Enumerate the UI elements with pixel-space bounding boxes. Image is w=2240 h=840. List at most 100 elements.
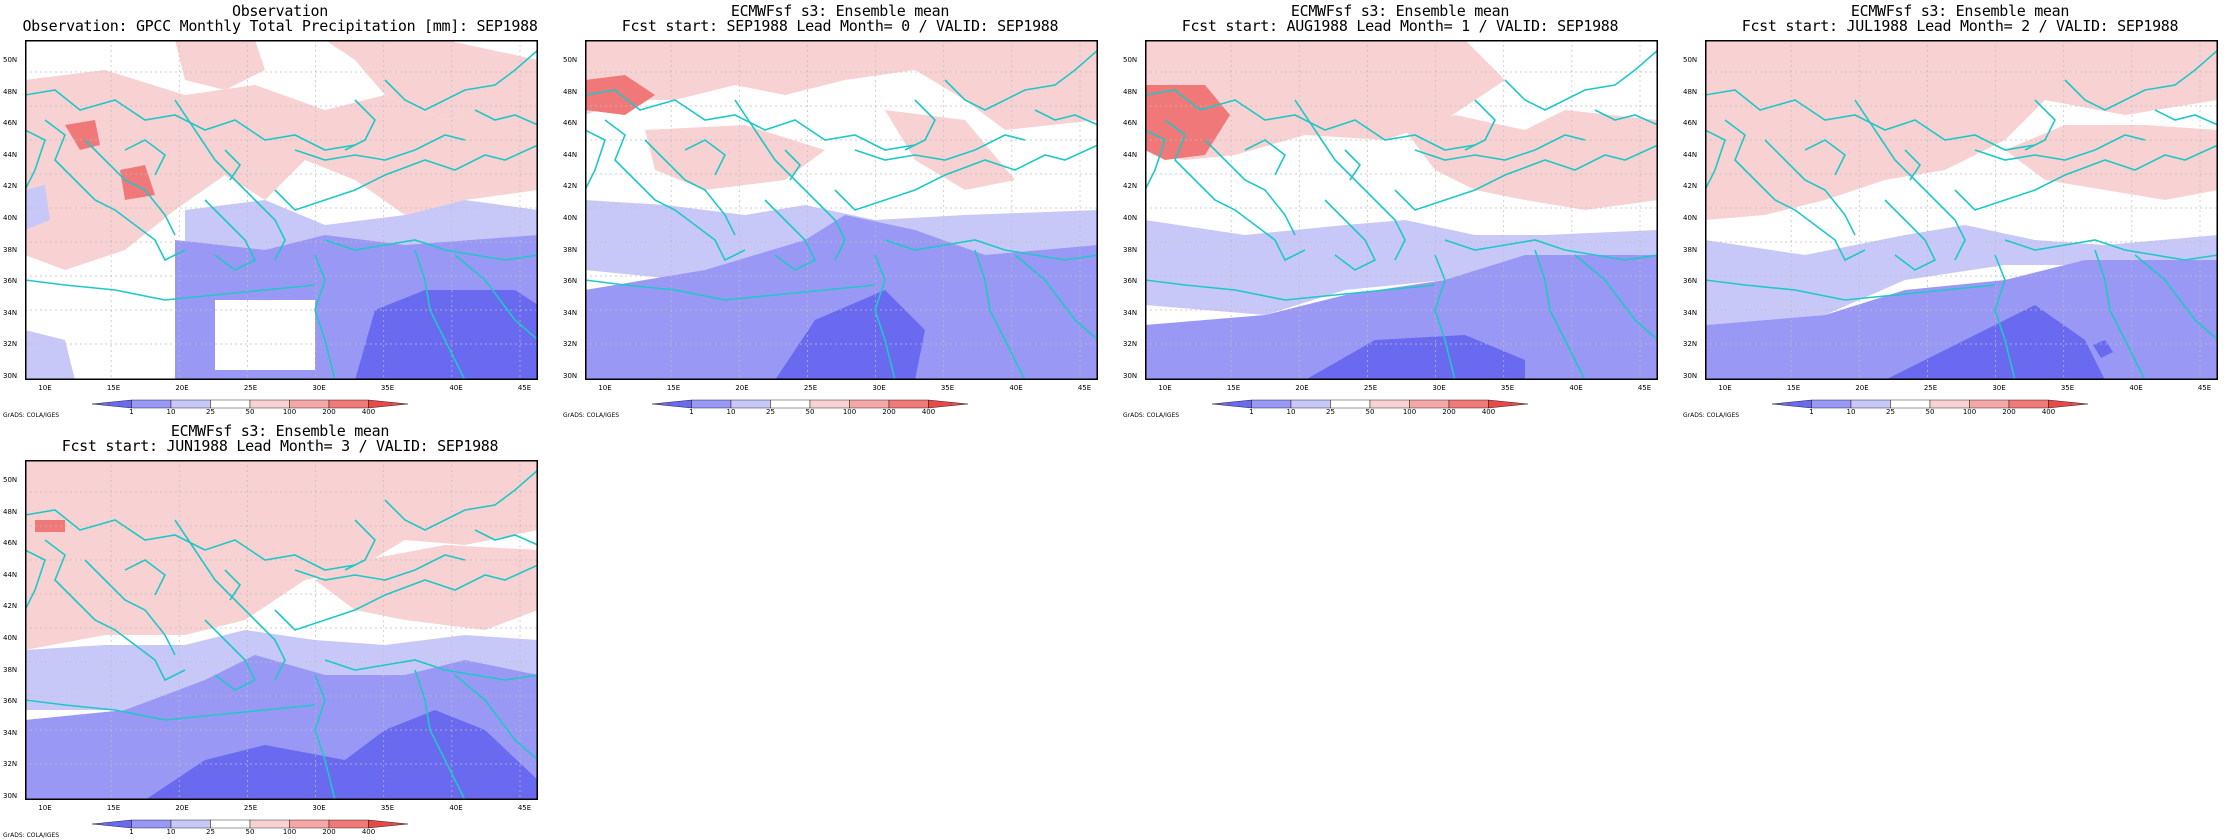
coastline bbox=[294, 554, 466, 581]
colorbar-label: 100 bbox=[1962, 408, 1977, 416]
lat-tick-label: 48N bbox=[1683, 87, 1698, 96]
lon-tick-label: 40E bbox=[1009, 384, 1023, 392]
colorbar-swatch bbox=[1369, 399, 1410, 409]
coastline bbox=[44, 119, 186, 262]
lat-tick-label: 38N bbox=[1123, 245, 1138, 254]
precip-contour bbox=[315, 545, 538, 630]
colorbar-label: 25 bbox=[1886, 408, 1895, 416]
panel-subtitle: Observation: GPCC Monthly Total Precipit… bbox=[22, 17, 538, 35]
coastline bbox=[204, 199, 257, 271]
coastline bbox=[384, 469, 538, 531]
precip-contour bbox=[25, 460, 538, 650]
precip-contour bbox=[585, 40, 1098, 130]
precip-contour bbox=[355, 290, 538, 380]
lon-tick-label: 35E bbox=[2060, 384, 2075, 392]
coastline bbox=[474, 109, 538, 126]
colorbar-swatch bbox=[1409, 399, 1450, 409]
colorbar bbox=[1771, 399, 2089, 409]
lat-tick-label: 42N bbox=[563, 182, 578, 191]
panel-subtitle: Fcst start: SEP1988 Lead Month= 0 / VALI… bbox=[621, 17, 1059, 35]
coastline bbox=[1204, 139, 1296, 236]
coastline bbox=[944, 49, 1098, 111]
colorbar-swatch bbox=[1811, 399, 1852, 409]
grads-credit: GrADS: COLA/IGES bbox=[563, 412, 620, 419]
panel-subtitle: Fcst start: JUL1988 Lead Month= 2 / VALI… bbox=[1741, 17, 2179, 35]
map-canvas bbox=[585, 40, 1098, 380]
colorbar-label: 10 bbox=[166, 828, 176, 836]
lat-tick-label: 44N bbox=[563, 150, 578, 159]
precip-contour bbox=[65, 120, 100, 150]
coastline bbox=[644, 139, 736, 236]
colorbar-label: 100 bbox=[842, 408, 857, 416]
coastline bbox=[2064, 49, 2218, 111]
lat-tick-label: 46N bbox=[3, 119, 18, 128]
lon-tick-label: 15E bbox=[106, 804, 121, 812]
coastline bbox=[84, 139, 176, 236]
lat-tick-label: 34N bbox=[3, 728, 18, 737]
colorbar-swatch bbox=[170, 819, 211, 829]
lat-tick-label: 30N bbox=[3, 372, 18, 380]
coastline bbox=[1444, 239, 1658, 261]
precip-contour bbox=[145, 710, 538, 800]
coastline bbox=[2094, 249, 2146, 380]
colorbar-swatch bbox=[170, 399, 211, 409]
lon-tick-label: 35E bbox=[940, 384, 955, 392]
coastline bbox=[174, 99, 286, 261]
coastline bbox=[684, 139, 727, 176]
map-panel-4: ECMWFsf s3: Ensemble mean Fcst start: JUL… bbox=[1680, 0, 2240, 420]
precip-contour bbox=[1145, 255, 1658, 380]
colorbar-label: 200 bbox=[322, 828, 336, 836]
colorbar-swatch bbox=[328, 399, 369, 409]
lon-tick-label: 30E bbox=[1992, 384, 2006, 392]
coastline bbox=[1974, 134, 2146, 161]
coastline bbox=[324, 659, 538, 681]
lat-tick-label: 46N bbox=[563, 119, 578, 128]
colorbar-label: 100 bbox=[282, 408, 297, 416]
precip-contour bbox=[325, 40, 538, 120]
colorbar-swatch bbox=[131, 399, 172, 409]
lat-tick-label: 36N bbox=[3, 697, 18, 706]
coastline bbox=[384, 49, 538, 111]
colorbar-label: 10 bbox=[1286, 408, 1296, 416]
colorbar-label: 50 bbox=[245, 408, 255, 416]
lat-tick-label: 32N bbox=[3, 760, 18, 769]
lat-tick-label: 36N bbox=[563, 277, 578, 286]
lon-tick-label: 20E bbox=[175, 384, 189, 392]
coastline bbox=[25, 699, 316, 721]
lat-tick-label: 32N bbox=[1683, 340, 1698, 349]
precip-contour bbox=[585, 215, 1098, 380]
lat-tick-label: 36N bbox=[1683, 277, 1698, 286]
colorbar-label: 400 bbox=[921, 408, 936, 416]
colorbar bbox=[1211, 399, 1529, 409]
panel-subtitle: Fcst start: JUN1988 Lead Month= 3 / VALI… bbox=[61, 437, 499, 455]
colorbar-label: 1 bbox=[689, 408, 694, 416]
colorbar-label: 400 bbox=[1481, 408, 1496, 416]
lon-tick-label: 20E bbox=[735, 384, 749, 392]
lon-tick-label: 25E bbox=[1923, 384, 1938, 392]
lat-tick-label: 34N bbox=[1123, 308, 1138, 317]
coastline bbox=[1854, 99, 1966, 261]
lon-tick-label: 15E bbox=[106, 384, 121, 392]
coastline bbox=[974, 249, 1026, 380]
coastline bbox=[1954, 144, 2218, 211]
precip-contour bbox=[885, 110, 1015, 190]
colorbar-swatch bbox=[691, 399, 732, 409]
lat-tick-label: 46N bbox=[1123, 119, 1138, 128]
colorbar-label: 50 bbox=[245, 828, 255, 836]
coastline bbox=[1884, 199, 1937, 271]
colorbar bbox=[91, 399, 409, 409]
coastline bbox=[784, 149, 802, 181]
lon-tick-label: 10E bbox=[598, 384, 612, 392]
coastline bbox=[1504, 49, 1658, 111]
coastline bbox=[884, 239, 1098, 261]
lon-tick-label: 10E bbox=[38, 804, 52, 812]
colorbar-swatch bbox=[368, 819, 409, 829]
lat-tick-label: 42N bbox=[3, 182, 18, 191]
lat-tick-label: 34N bbox=[1683, 308, 1698, 317]
lon-tick-label: 45E bbox=[1077, 384, 1092, 392]
coastline bbox=[1244, 139, 1287, 176]
lon-tick-label: 40E bbox=[449, 384, 463, 392]
colorbar-swatch bbox=[1211, 399, 1252, 409]
lat-tick-label: 50N bbox=[1683, 56, 1698, 64]
colorbar-swatch bbox=[809, 399, 850, 409]
